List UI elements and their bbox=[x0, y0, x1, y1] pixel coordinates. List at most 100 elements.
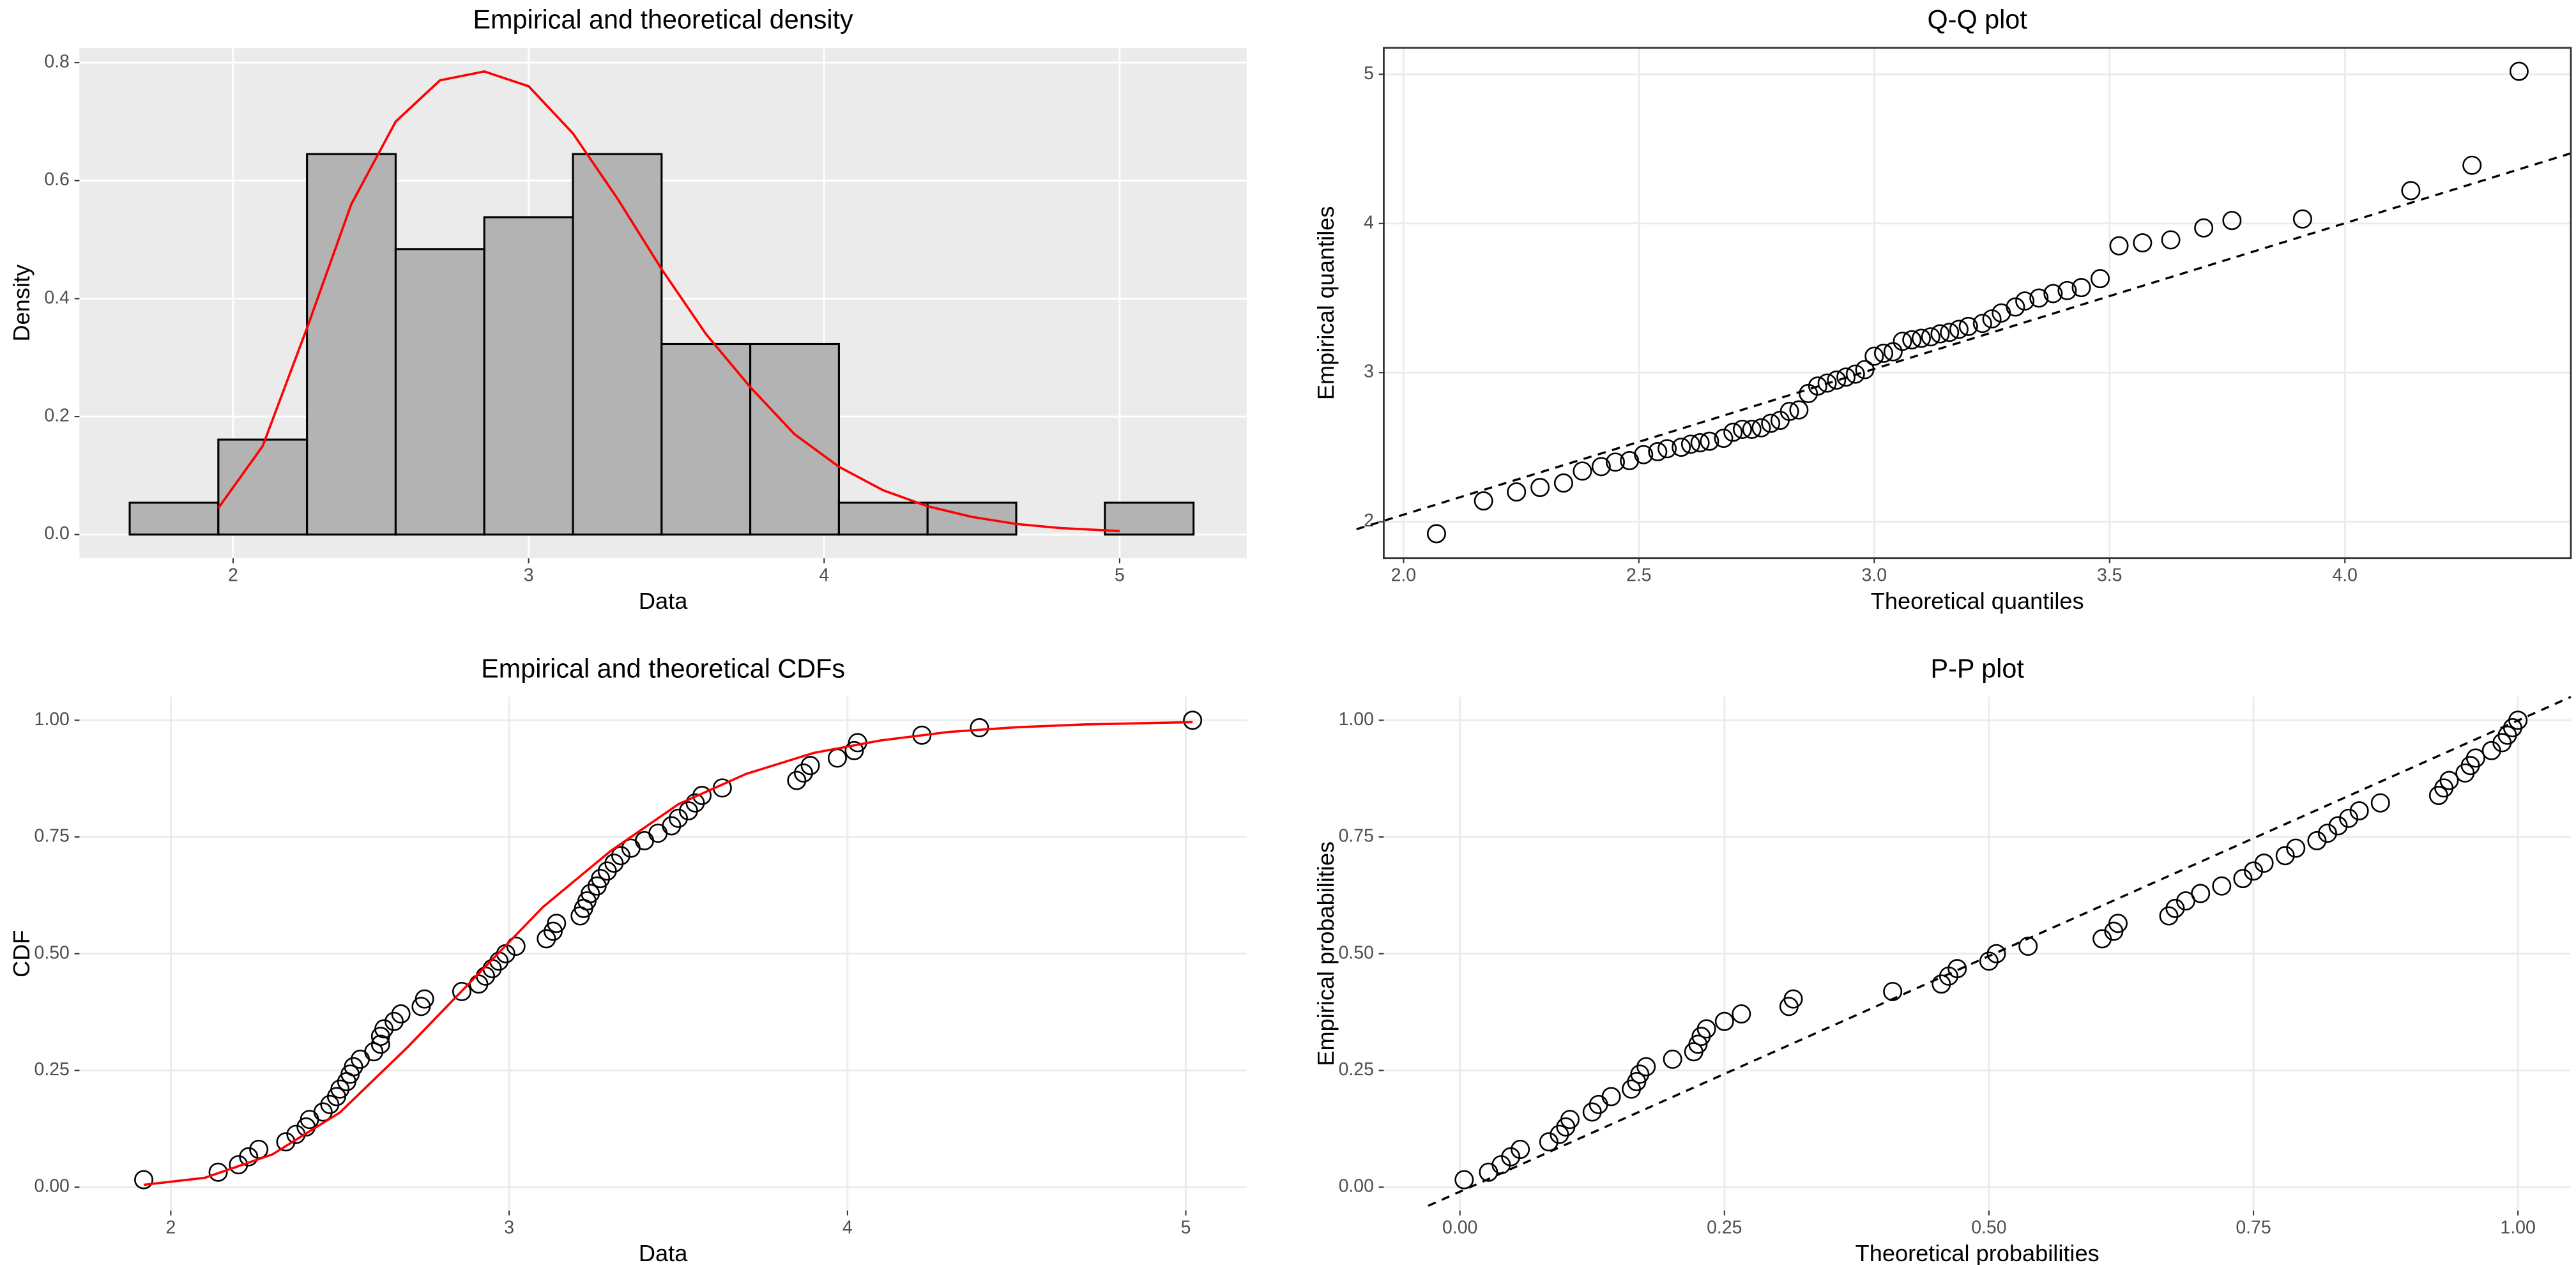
point bbox=[1636, 1057, 1656, 1077]
point bbox=[1827, 370, 1847, 390]
point bbox=[330, 1079, 350, 1099]
y-tick-label: 0.25 bbox=[34, 1059, 70, 1080]
point bbox=[2328, 816, 2348, 836]
point bbox=[611, 846, 630, 866]
point bbox=[2006, 297, 2025, 317]
y-tick-label: 0.50 bbox=[34, 942, 70, 963]
point bbox=[543, 921, 563, 941]
x-tick-label: 2.0 bbox=[1391, 565, 1417, 586]
point bbox=[2165, 898, 2185, 918]
point bbox=[1539, 1132, 1559, 1152]
x-axis-label: Data bbox=[639, 588, 688, 614]
point bbox=[2275, 846, 2295, 866]
x-tick-label: 0.00 bbox=[1442, 1218, 1477, 1238]
point bbox=[344, 1057, 363, 1077]
y-tick-label: 0.2 bbox=[44, 406, 70, 426]
point bbox=[1591, 457, 1611, 477]
point bbox=[1723, 422, 1743, 442]
point bbox=[1454, 1170, 1474, 1190]
point bbox=[2191, 884, 2211, 903]
point bbox=[1732, 1004, 1751, 1024]
point bbox=[1714, 428, 1734, 448]
point bbox=[2465, 748, 2485, 768]
point bbox=[1690, 433, 1710, 452]
point bbox=[1845, 364, 1865, 384]
point bbox=[1911, 328, 1931, 348]
x-axis-label: Theoretical quantiles bbox=[1871, 588, 2084, 614]
x-tick-label: 5 bbox=[1181, 1218, 1191, 1238]
point bbox=[1550, 1124, 1569, 1144]
point bbox=[1902, 330, 1922, 349]
point bbox=[2091, 269, 2110, 289]
x-tick-label: 3.0 bbox=[1862, 565, 1887, 586]
y-tick-label: 0.8 bbox=[44, 52, 70, 72]
y-tick-label: 0.25 bbox=[1339, 1059, 1374, 1080]
point bbox=[1511, 1139, 1530, 1159]
point bbox=[1947, 959, 1967, 979]
point bbox=[1751, 418, 1771, 438]
point bbox=[1783, 989, 1803, 1009]
point bbox=[2071, 278, 2091, 298]
point bbox=[2109, 236, 2129, 256]
point bbox=[452, 981, 471, 1001]
y-tick-label: 0.75 bbox=[1339, 826, 1374, 847]
panel-background bbox=[1383, 47, 2571, 558]
point bbox=[1648, 441, 1668, 461]
point bbox=[1836, 367, 1856, 387]
point bbox=[1986, 944, 2006, 963]
point bbox=[537, 929, 556, 949]
point bbox=[1601, 1087, 1621, 1107]
point bbox=[547, 914, 567, 933]
point bbox=[1663, 1049, 1682, 1069]
point bbox=[2176, 891, 2195, 911]
x-tick-label: 4 bbox=[819, 565, 829, 586]
point bbox=[2029, 288, 2049, 308]
point bbox=[2462, 155, 2482, 175]
point bbox=[2439, 770, 2459, 790]
y-tick-label: 0.75 bbox=[34, 826, 70, 847]
point bbox=[1893, 332, 1912, 351]
point bbox=[1732, 419, 1752, 439]
point bbox=[1855, 360, 1875, 379]
y-axis-label: CDF bbox=[8, 930, 34, 977]
point bbox=[1582, 1102, 1602, 1122]
point bbox=[2509, 61, 2529, 81]
point bbox=[2057, 280, 2077, 300]
point bbox=[800, 756, 820, 776]
point bbox=[1940, 323, 1960, 342]
bar bbox=[926, 502, 1017, 536]
x-tick-label: 0.75 bbox=[2236, 1218, 2271, 1238]
point bbox=[2212, 876, 2232, 896]
reference-line bbox=[1356, 150, 2576, 530]
point bbox=[2108, 914, 2128, 933]
y-axis-label: Empirical probabilities bbox=[1313, 841, 1339, 1066]
theoretical-curve bbox=[217, 70, 1120, 533]
bar bbox=[749, 342, 840, 536]
y-tick-label: 1.00 bbox=[34, 709, 70, 730]
point bbox=[1958, 316, 1978, 336]
point bbox=[2222, 211, 2242, 231]
x-tick-label: 2.5 bbox=[1626, 565, 1652, 586]
x-axis-label: Theoretical probabilities bbox=[1856, 1240, 2100, 1265]
point bbox=[591, 869, 611, 889]
point bbox=[1672, 437, 1691, 457]
point bbox=[1560, 1110, 1580, 1130]
point bbox=[1874, 343, 1894, 363]
point bbox=[1883, 981, 1903, 1001]
point bbox=[668, 808, 688, 828]
point bbox=[662, 816, 682, 836]
bar bbox=[1104, 502, 1195, 536]
point bbox=[2370, 793, 2390, 813]
x-tick-label: 0.50 bbox=[1971, 1218, 2006, 1238]
point bbox=[2015, 291, 2035, 311]
chart-title: Empirical and theoretical CDFs bbox=[481, 654, 845, 683]
y-tick-label: 3 bbox=[1364, 362, 1374, 382]
chart-title: Q-Q plot bbox=[1928, 5, 2028, 34]
point bbox=[1714, 1011, 1734, 1031]
x-tick-label: 1.00 bbox=[2500, 1218, 2535, 1238]
point bbox=[1688, 1034, 1708, 1054]
point bbox=[1972, 314, 1992, 334]
x-tick-label: 5 bbox=[1115, 565, 1125, 586]
point bbox=[1658, 439, 1677, 459]
point bbox=[134, 1170, 154, 1190]
